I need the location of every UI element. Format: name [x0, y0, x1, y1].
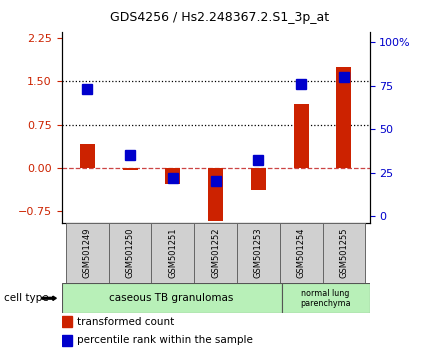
Text: GDS4256 / Hs2.248367.2.S1_3p_at: GDS4256 / Hs2.248367.2.S1_3p_at — [110, 11, 330, 24]
Bar — [237, 223, 280, 283]
Bar — [62, 335, 73, 346]
Text: GSM501255: GSM501255 — [339, 228, 348, 278]
Text: GSM501251: GSM501251 — [169, 228, 177, 278]
Bar — [123, 168, 138, 170]
Text: GSM501253: GSM501253 — [254, 228, 263, 279]
Bar — [62, 316, 73, 327]
Text: caseous TB granulomas: caseous TB granulomas — [110, 293, 234, 303]
Text: GSM501254: GSM501254 — [297, 228, 306, 278]
Text: cell type: cell type — [4, 293, 49, 303]
Bar — [109, 223, 151, 283]
Bar — [62, 283, 282, 313]
Text: transformed count: transformed count — [77, 317, 174, 327]
Text: GSM501249: GSM501249 — [83, 228, 92, 278]
Bar — [251, 168, 266, 190]
Bar — [194, 223, 237, 283]
Bar — [293, 104, 308, 168]
Bar — [165, 168, 180, 184]
Bar — [337, 67, 352, 168]
Bar — [280, 223, 323, 283]
Bar — [66, 223, 109, 283]
Text: normal lung
parenchyma: normal lung parenchyma — [300, 289, 351, 308]
Text: GSM501250: GSM501250 — [125, 228, 135, 278]
Bar — [80, 144, 95, 168]
Text: GSM501252: GSM501252 — [211, 228, 220, 278]
Text: percentile rank within the sample: percentile rank within the sample — [77, 335, 253, 345]
Bar — [208, 168, 223, 221]
Bar — [151, 223, 194, 283]
Bar — [323, 223, 365, 283]
Bar — [282, 283, 370, 313]
